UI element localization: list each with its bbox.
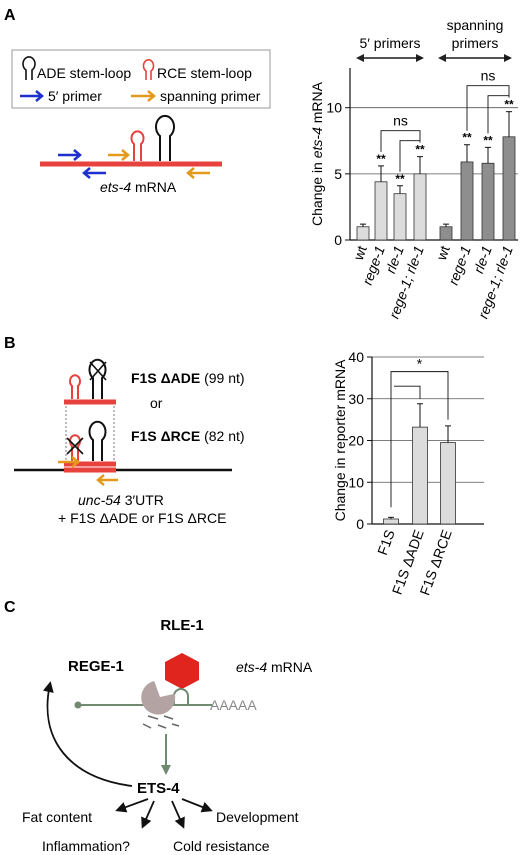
group-label-line2: primers [452,35,499,51]
y-tick-label: 0 [334,232,342,248]
construct-1-label: F1S ΔADE (99 nt) [131,370,245,386]
ns-label: ns [481,68,496,84]
group-label: 5′ primers [360,35,421,51]
bar [383,518,399,525]
fat-arrow-icon [115,798,149,813]
rce-stemloop-icon [69,374,81,399]
ets4-mrna-label-c: ets-4 mRNA [236,659,313,675]
outcome-development: Development [216,809,299,825]
panel-b-label: B [4,335,16,352]
bar [440,442,456,525]
rce-stemloop-icon [142,59,155,80]
panel-c-label: C [4,599,16,616]
x-tick-label: wt [433,243,453,263]
bar [413,173,427,241]
significance-label: ** [504,98,514,112]
bar [356,226,370,241]
rle1-hexagon-icon [165,653,199,689]
rege1-label: REGE-1 [68,658,124,675]
ets4-protein-label: ETS-4 [137,780,180,797]
panel-a-label: A [4,7,16,24]
significance-bracket [390,371,449,508]
significance-label: * [417,356,423,372]
ade-stemloop-icon [155,114,175,161]
significance-label: ** [462,131,472,145]
panel-b-schematic: F1S ΔADE (99 nt) or F1S ΔRCE (82 nt) unc… [14,358,245,526]
y-tick-label: 40 [348,349,364,365]
legend-rce-label: RCE stem-loop [157,65,252,81]
cold-arrow-icon [171,800,185,829]
bar [393,193,407,241]
bar [481,162,495,241]
cap-dot-icon [74,701,82,709]
bar [502,136,516,241]
x-tick-label: F1S [374,528,398,558]
y-tick-label: 10 [326,100,342,116]
ade-stemloop-icon [88,420,107,461]
significance-label: ** [376,152,386,166]
significance-bracket-inner [394,385,421,399]
legend-spanning-primer-label: spanning primer [160,88,261,104]
polya-tail-label: AAAAA [210,697,257,713]
group-label: spanning [447,17,504,33]
y-axis-label: Change in ets-4 mRNA [309,81,325,226]
significance-label: ** [483,133,493,147]
panel-c-model: RLE-1 REGE-1 ets-4 mRNA AAAAA ETS-4 Fat … [22,617,313,854]
significance-bracket-inner [487,95,509,134]
y-tick-label: 5 [334,166,342,182]
ade-stemloop-icon [22,56,36,80]
bar [374,181,388,241]
degradation-dash [147,715,159,720]
outcome-cold-resistance: Cold resistance [173,838,270,854]
rce-stemloop-icon [130,130,145,161]
bar [439,226,453,241]
ets4-mrna-label: ets-4 mRNA [100,179,177,195]
legend-ade-label: ADE stem-loop [37,65,131,81]
bar [412,426,428,525]
x-tick-label: wt [350,243,370,263]
y-tick-label: 20 [348,433,364,449]
ets4-mrna-schematic: ets-4 mRNA [40,114,222,195]
y-tick-label: 10 [348,474,364,490]
significance-label: ** [395,172,405,186]
rle1-label: RLE-1 [160,617,203,634]
outcome-inflammation: Inflammation? [42,838,130,854]
construct-2-label: F1S ΔRCE (82 nt) [131,428,245,444]
ns-label: ns [393,113,408,129]
rce-stemloop-deleted-icon [69,434,81,461]
significance-bracket [380,130,421,152]
utr-label: unc-54 3′UTR [78,492,164,508]
legend-box [11,49,271,109]
feedback-arrow-icon [42,681,133,787]
stemloop-icon [173,688,189,705]
rege1-pacman-icon [141,681,176,715]
or-label: or [150,395,163,411]
y-tick-label: 0 [356,516,364,532]
significance-label: ** [415,143,425,157]
inflammation-arrow-icon [141,800,155,829]
bar [460,161,474,241]
y-tick-label: 30 [348,391,364,407]
significance-bracket-inner [399,140,420,172]
panel-a-legend: ADE stem-loop RCE stem-loop 5′ primer sp… [11,49,271,109]
development-arrow-icon [181,798,213,813]
legend-five-primer-label: 5′ primer [48,88,102,104]
y-axis-label: Change in reporter mRNA [332,359,348,522]
ade-stemloop-deleted-icon [88,358,107,399]
utr-label-line2: + F1S ΔADE or F1S ΔRCE [58,510,226,526]
outcome-fat-content: Fat content [22,809,92,825]
significance-bracket [466,85,510,131]
